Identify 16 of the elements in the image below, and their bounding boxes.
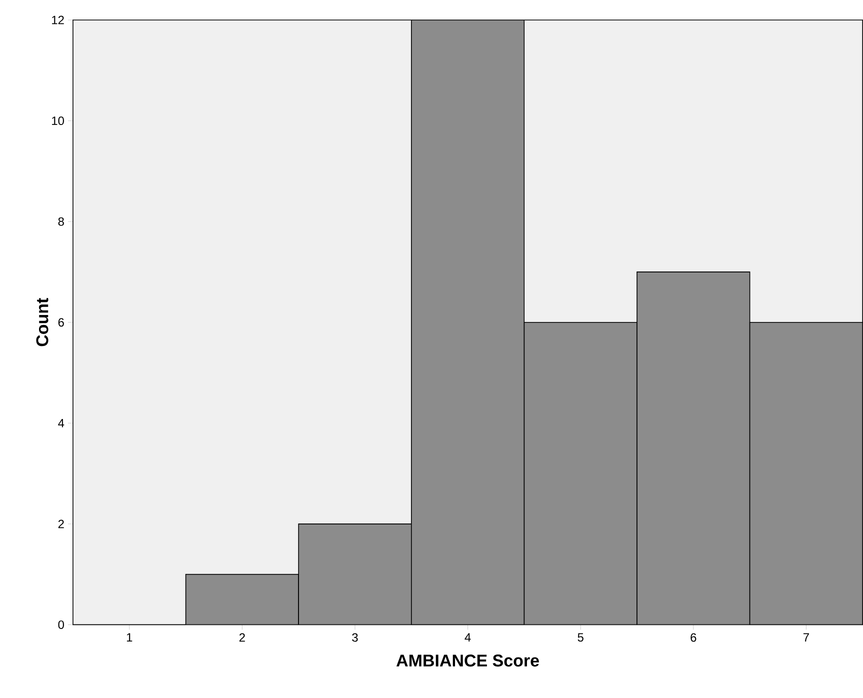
y-tick-label: 4 [58, 419, 64, 428]
x-tick-label: 5 [578, 633, 584, 642]
y-tick-label: 12 [52, 16, 64, 24]
x-tick-label: 6 [690, 633, 696, 642]
y-tick-label: 8 [58, 217, 64, 226]
x-axis-title: AMBIANCE Score [396, 654, 539, 667]
y-tick-label: 0 [58, 620, 64, 630]
y-axis-title: Count [36, 298, 48, 346]
y-tick-label: 2 [58, 520, 64, 528]
y-tick-label: 10 [52, 116, 64, 126]
x-tick-label: 1 [126, 633, 132, 642]
x-tick-label: 2 [239, 633, 245, 642]
x-tick-label: 4 [464, 633, 471, 642]
y-tick-label: 6 [58, 318, 64, 327]
x-tick-label: 3 [352, 633, 358, 642]
x-tick-label: 7 [803, 633, 809, 642]
